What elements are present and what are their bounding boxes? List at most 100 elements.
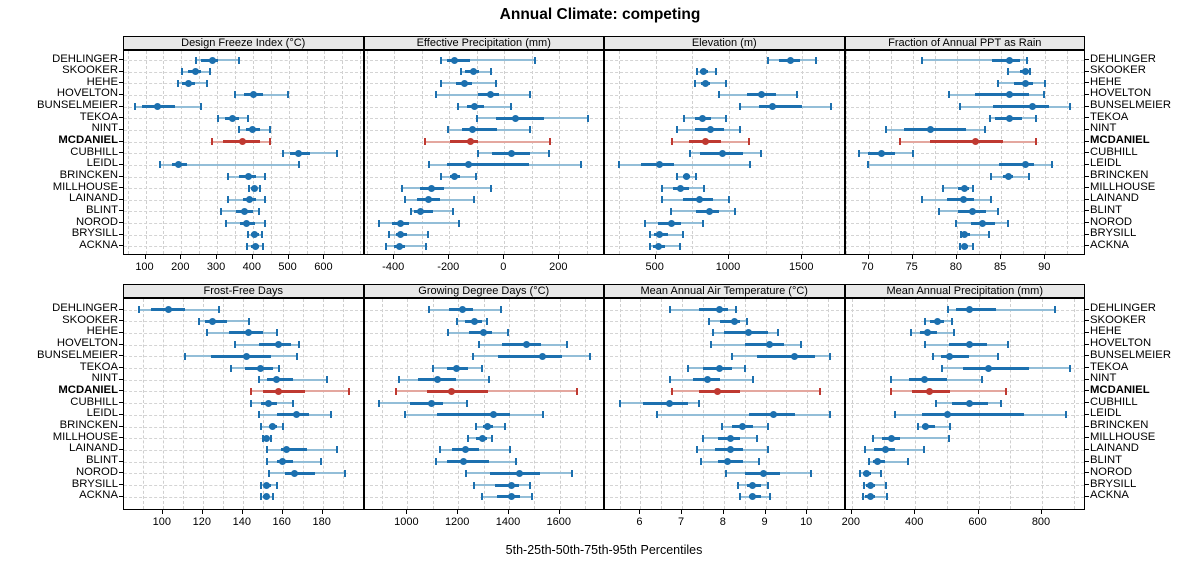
whisker-cap-left <box>476 114 479 122</box>
y-tick-left <box>119 198 123 200</box>
whisker-cap-right <box>733 207 736 215</box>
station-label-left: BRYSILL <box>71 477 118 490</box>
row-guide-line <box>364 176 603 178</box>
whisker-cap-right <box>1053 306 1056 313</box>
whisker-cap-right <box>818 387 821 395</box>
y-tick-right <box>1085 93 1089 95</box>
station-label-left: DEHLINGER <box>52 302 118 314</box>
y-tick-left <box>119 378 123 380</box>
x-tick-label: 800 <box>1031 516 1051 528</box>
median-dot <box>961 184 969 192</box>
row-guide-line <box>605 176 844 178</box>
row-guide-line <box>364 234 603 236</box>
whisker-cap-left <box>988 114 991 122</box>
whisker-cap-left <box>899 138 902 146</box>
whisker-cap-left <box>459 68 462 76</box>
whisker-cap-left <box>696 68 699 76</box>
station-label-left: BRINCKEN <box>59 169 118 181</box>
y-tick-right <box>1085 175 1089 177</box>
box-25-75 <box>974 93 1030 97</box>
panel-frost-free-days <box>123 298 364 510</box>
row-guide-line <box>845 449 1084 451</box>
whisker-cap-left <box>656 411 659 419</box>
whisker-cap-right <box>1004 387 1007 395</box>
x-tick <box>241 510 243 514</box>
median-dot <box>961 231 969 239</box>
whisker-cap-right <box>725 114 728 122</box>
whisker-cap-right <box>263 173 266 180</box>
y-tick-left <box>119 82 123 84</box>
whisker-cap-right <box>486 317 489 325</box>
whisker-cap-right <box>1029 68 1032 76</box>
whisker-cap-left <box>397 376 400 384</box>
median-dot <box>154 103 162 111</box>
y-tick-left <box>119 128 123 130</box>
y-tick-right <box>1085 343 1089 345</box>
y-tick-left <box>119 187 123 189</box>
median-dot <box>248 126 256 134</box>
row-guide-line <box>845 461 1084 463</box>
whisker-cap-left <box>710 341 713 349</box>
row-guide-line <box>605 485 844 486</box>
median-dot <box>791 352 799 360</box>
whisker-cap-right <box>257 207 260 215</box>
panel-header: Mean Annual Precipitation (mm) <box>844 284 1085 298</box>
whisker-cap-left <box>257 411 260 419</box>
y-tick-left <box>119 308 123 310</box>
whisker-cap-left <box>265 446 268 454</box>
whisker-cap-left <box>233 341 236 349</box>
y-tick-left <box>119 448 123 450</box>
y-tick-right <box>1085 105 1089 107</box>
panel-fraction-of-annual-ppt-as-rain <box>844 50 1085 255</box>
whisker-cap-right <box>953 329 956 337</box>
whisker-cap-left <box>958 103 961 111</box>
median-dot <box>749 493 757 501</box>
median-dot <box>452 364 460 372</box>
x-tick <box>448 255 450 259</box>
whisker-cap-right <box>1025 56 1028 64</box>
vertical-gridline <box>163 51 165 254</box>
whisker-cap-right <box>766 481 769 489</box>
station-label-right: LEIDL <box>1090 157 1122 170</box>
median-dot <box>470 317 478 325</box>
row-guide-line <box>124 71 363 73</box>
whisker-cap-right <box>509 103 512 111</box>
row-guide-line <box>124 473 363 475</box>
vertical-gridline <box>956 51 958 254</box>
whisker-cap-left <box>932 352 935 360</box>
y-tick-right <box>1085 378 1089 380</box>
median-dot <box>511 114 519 122</box>
row-guide-line <box>124 485 363 486</box>
whisker-cap-right <box>571 469 574 477</box>
x-tick-label: 8 <box>719 516 726 528</box>
vertical-gridline <box>802 51 804 254</box>
whisker-cap-right <box>739 126 742 134</box>
row-guide-line <box>605 496 844 498</box>
whisker-cap-right <box>452 207 455 215</box>
whisker-cap-right <box>247 317 250 325</box>
panel-title: Frost-Free Days <box>203 285 283 297</box>
median-dot <box>241 207 249 215</box>
median-dot <box>924 329 932 337</box>
x-tick <box>722 510 724 514</box>
whisker-cap-left <box>923 317 926 325</box>
whisker-cap-right <box>515 458 518 466</box>
median-dot <box>1028 103 1036 111</box>
whisker-5-95 <box>379 222 459 225</box>
median-dot <box>716 364 724 372</box>
whisker-cap-left <box>246 242 249 250</box>
whisker-cap-right <box>768 493 771 501</box>
median-dot <box>703 376 711 384</box>
x-tick <box>639 510 641 514</box>
x-tick <box>654 255 656 259</box>
station-label-right: SKOOKER <box>1090 64 1146 77</box>
median-dot <box>243 352 251 360</box>
vertical-gridline <box>559 51 561 254</box>
vertical-gridline <box>586 51 588 254</box>
box-25-75 <box>210 354 271 358</box>
whisker-cap-right <box>319 458 322 466</box>
median-dot <box>701 138 709 146</box>
x-tick-label: 600 <box>968 516 987 528</box>
vertical-gridline <box>234 51 236 254</box>
box-25-75 <box>258 343 291 347</box>
